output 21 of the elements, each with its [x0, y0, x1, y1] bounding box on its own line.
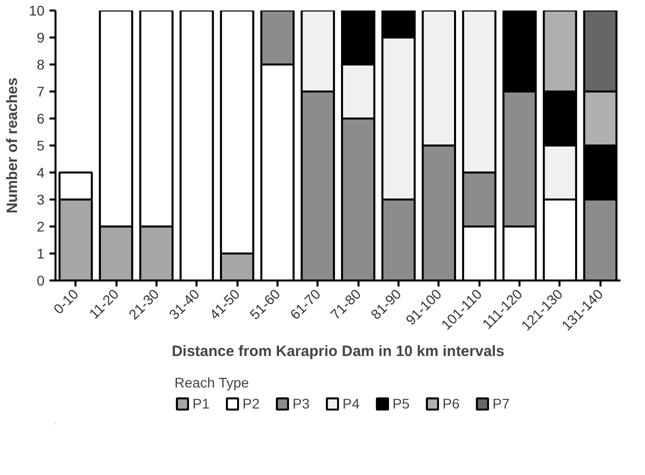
- y-tick-label: 3: [36, 192, 45, 208]
- legend-label: P1: [192, 396, 211, 412]
- y-tick-label: 9: [36, 30, 45, 46]
- y-tick-label: 5: [36, 138, 45, 154]
- y-tick-label: 1: [36, 246, 45, 262]
- x-axis-title: Distance from Karaprio Dam in 10 km intervals: [172, 342, 504, 360]
- y-tick-label: 8: [36, 56, 45, 72]
- y-tick-label: 7: [36, 84, 45, 100]
- y-tick-label: 2: [36, 218, 45, 234]
- y-tick-label: 0: [36, 272, 45, 288]
- y-axis-title: Number of reaches: [4, 78, 21, 214]
- legend-label: P2: [242, 396, 261, 412]
- y-tick-label: 6: [36, 110, 45, 126]
- y-tick-label: 10: [28, 2, 45, 18]
- legend-label: P4: [342, 396, 361, 412]
- y-tick-label: 4: [36, 164, 45, 180]
- legend-title: Reach Type: [174, 374, 250, 390]
- legend-label: P7: [492, 396, 511, 412]
- legend-label: P6: [442, 396, 461, 412]
- legend-label: P3: [292, 396, 311, 412]
- legend-label: P5: [392, 396, 411, 412]
